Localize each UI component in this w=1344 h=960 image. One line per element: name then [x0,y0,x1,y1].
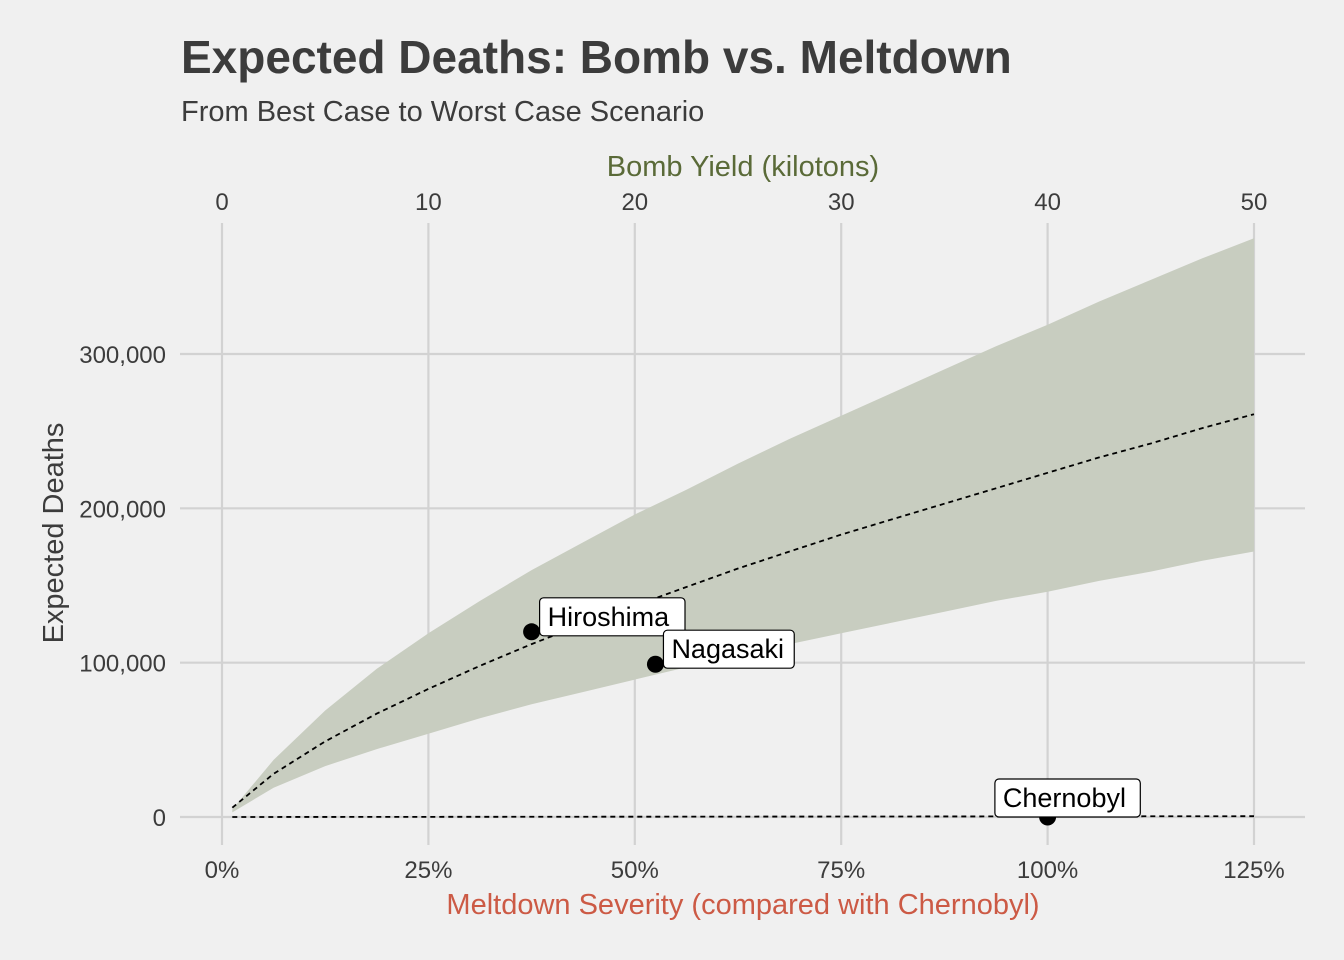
y-tick-label: 0 [153,805,166,832]
point-marker [646,655,664,673]
chart-title: Expected Deaths: Bomb vs. Meltdown [181,31,1012,83]
y-tick-label: 300,000 [79,342,166,369]
x2-tick-label: 0 [215,189,228,216]
x-tick-label: 100% [1017,857,1078,884]
y-tick-label: 100,000 [79,651,166,678]
point-label-box [994,778,1141,818]
x-tick-label: 75% [817,857,865,884]
x-tick-label: 125% [1223,857,1284,884]
x2-tick-label: 20 [621,189,648,216]
series-line [231,413,1255,809]
x2-tick-label: 10 [415,189,442,216]
x2-axis-title: Bomb Yield (kilotons) [607,151,879,183]
point-marker [523,623,541,641]
point-label: Nagasaki [671,634,784,664]
point-label: Chernobyl [1003,783,1126,813]
point-label-box [662,629,795,669]
point-label-box [538,597,686,637]
x-tick-label: 25% [404,857,452,884]
x2-tick-label: 50 [1241,189,1268,216]
x-tick-label: 50% [611,857,659,884]
x-axis-title: Meltdown Severity (compared with Chernob… [446,889,1039,921]
point-label: Hiroshima [548,602,671,632]
x-tick-label: 0% [205,857,240,884]
x2-tick-label: 30 [828,189,855,216]
x2-tick-label: 40 [1034,189,1061,216]
y-axis-title: Expected Deaths [38,423,70,644]
chart-subtitle: From Best Case to Worst Case Scenario [181,96,705,128]
ribbon-band [232,238,1255,813]
y-tick-label: 200,000 [79,496,166,523]
